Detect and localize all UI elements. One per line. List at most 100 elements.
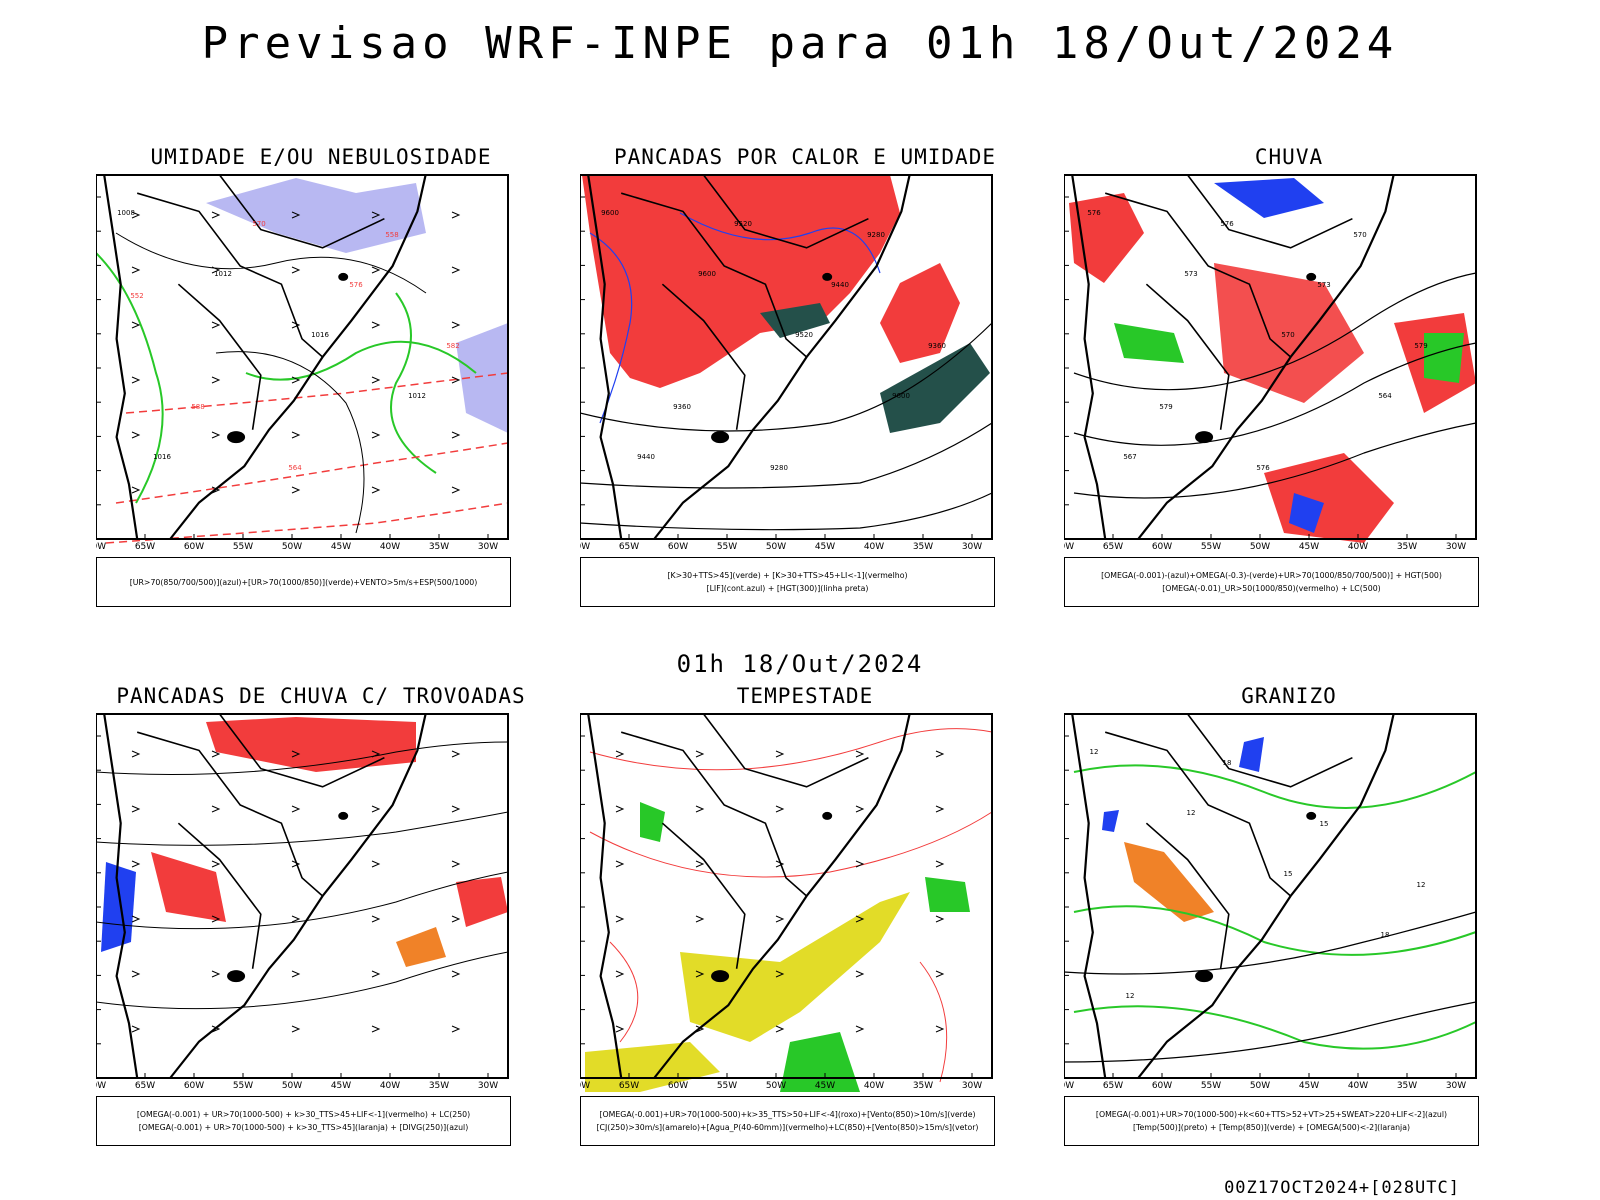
coastline-east (653, 713, 911, 1079)
lon-label: 70W (580, 542, 590, 552)
hgt500-contour (1073, 342, 1477, 446)
wind-arrow (371, 376, 381, 384)
country-border (1145, 283, 1230, 430)
contour-label: 12 (1187, 809, 1196, 817)
wind-arrow (371, 1025, 381, 1033)
contour-label: 1008 (117, 209, 135, 217)
wind-arrow (211, 805, 221, 813)
streamline-250 (96, 811, 509, 846)
wind-arrow (211, 1025, 221, 1033)
map-base (1071, 174, 1395, 540)
wind-arrow (935, 915, 945, 923)
wind-arrow (615, 915, 625, 923)
lon-label: 40W (380, 1081, 400, 1091)
hgt500-contour (1073, 422, 1477, 499)
country-border (1186, 713, 1353, 788)
omega-blue-area (1289, 493, 1324, 533)
contour-label: 570 (252, 220, 265, 228)
contour-label: 1012 (214, 270, 232, 278)
contour-label: 552 (130, 292, 143, 300)
lon-label: 60W (184, 542, 204, 552)
thickness-red-dashed-contour (105, 502, 509, 544)
wind-arrow (371, 211, 381, 219)
hail-blue-area (1102, 810, 1119, 832)
country-border (1186, 174, 1353, 249)
wind-arrow (855, 915, 865, 923)
wind-arrow (291, 970, 301, 978)
wind-arrow (451, 970, 461, 978)
lon-label: 30W (962, 1081, 982, 1091)
lon-label: 65W (1103, 542, 1123, 552)
omega-green-area (1424, 333, 1464, 383)
contour-label: 9360 (928, 342, 946, 350)
lon-label: 45W (331, 542, 351, 552)
lon-label: 60W (184, 1081, 204, 1091)
lon-label: 30W (1446, 1081, 1466, 1091)
lon-label: 50W (766, 542, 786, 552)
wind-arrow (131, 1025, 141, 1033)
contour-label: 15 (1284, 870, 1293, 878)
wind-arrow (291, 860, 301, 868)
coastline-west (1071, 174, 1107, 540)
hgt300-contour (580, 422, 993, 489)
lon-label: 30W (478, 1081, 498, 1091)
wind-arrow (291, 750, 301, 758)
map-pancadas-calor: 12S15S18S21S24S27S30S33S36S39S42S70W65W6… (580, 174, 993, 552)
coastline-west (103, 713, 139, 1079)
lagoon-marker (227, 970, 246, 983)
lon-label: 55W (717, 1081, 737, 1091)
contour-label: 573 (1184, 270, 1197, 278)
map-frame (96, 174, 509, 540)
country-border (177, 822, 262, 969)
legend-line: [CJ(250)>30m/s](amarelo)+[Agua_P(40-60mm… (596, 1123, 979, 1132)
lon-label: 35W (429, 1081, 449, 1091)
panel-pancadas-trovoadas: PANCADAS DE CHUVA C/ TROVOADAS 12S15S18S… (96, 684, 596, 1164)
precipitable-water-red-contour (609, 941, 639, 1043)
contour-label: 15 (1320, 820, 1329, 828)
wind-arrow (451, 376, 461, 384)
jet-yellow-area (585, 1042, 720, 1092)
hgt300-contour (580, 322, 993, 432)
lon-label: 50W (766, 1081, 786, 1091)
wind-arrow (291, 486, 301, 494)
lon-label: 30W (1446, 542, 1466, 552)
panel-pancadas-calor: PANCADAS POR CALOR E UMIDADE 12S15S18S21… (580, 145, 1080, 625)
instability-layer (580, 175, 993, 531)
contour-label: 570 (1281, 331, 1294, 339)
lon-label: 40W (1348, 1081, 1368, 1091)
wind-arrow (131, 970, 141, 978)
wind-arrow (451, 431, 461, 439)
lon-label: 45W (815, 542, 835, 552)
panel-granizo: GRANIZO 12S15S18S21S24S27S30S33S36S39S42… (1064, 684, 1564, 1164)
wind-arrow (131, 211, 141, 219)
rain-layer (1069, 178, 1477, 543)
contour-label: 9600 (698, 270, 716, 278)
hgt300-contour (580, 492, 993, 531)
wind-arrow (855, 750, 865, 758)
coastline-east (1137, 174, 1395, 540)
contour-label: 12 (1126, 992, 1135, 1000)
coastline-west (587, 174, 623, 540)
contour-label: 579 (1159, 403, 1172, 411)
legend: [OMEGA(-0.001)+UR>70(1000-500)+k<60+TTS>… (1064, 1096, 1479, 1146)
map-tempestade: 12S15S18S21S24S27S30S33S36S39S42S70W65W6… (580, 713, 993, 1092)
legend-line: [OMEGA(-0.01)_UR>50(1000/850)(vermelho) … (1162, 584, 1381, 593)
contour-label: 573 (1317, 281, 1330, 289)
lake-marker (822, 811, 833, 820)
lon-label: 60W (668, 542, 688, 552)
legend-line: [OMEGA(-0.001)+UR>70(1000-500)+k<60+TTS>… (1095, 1110, 1448, 1119)
temp850-green-contour (1073, 764, 1477, 809)
sea-level-pressure-contour (215, 351, 365, 534)
panel-title: PANCADAS DE CHUVA C/ TROVOADAS (116, 684, 526, 708)
legend-line: [K>30+TTS>45](verde) + [K>30+TTS>45+LI<-… (667, 571, 908, 580)
lake-marker (338, 272, 349, 281)
wind-arrow (695, 915, 705, 923)
contour-label: 1016 (153, 453, 171, 461)
lon-label: 50W (1250, 542, 1270, 552)
contour-label: 564 (288, 464, 302, 472)
legend-line: [OMEGA(-0.001) + UR>70(1000-500) + k>30_… (136, 1110, 471, 1119)
low-level-humidity-green-contour (390, 292, 437, 474)
temp500-black-contour (1064, 1001, 1477, 1063)
wind-arrow (211, 266, 221, 274)
map-frame (580, 713, 993, 1079)
